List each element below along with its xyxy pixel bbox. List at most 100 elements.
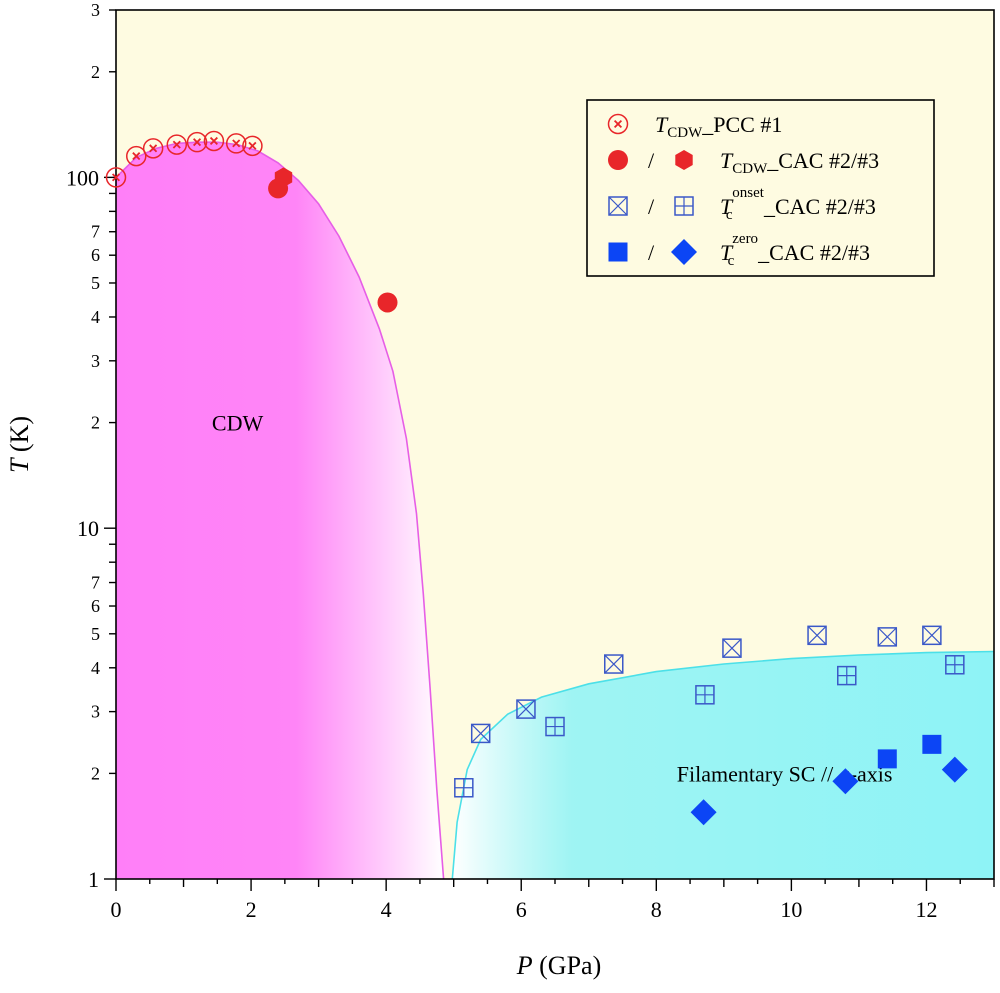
marker-ring — [203, 130, 225, 152]
x-tick-label: 0 — [111, 897, 122, 922]
data-point — [126, 145, 147, 167]
legend-entry: / TCDW_CAC #2/#3 — [608, 148, 879, 177]
marker-box — [877, 627, 898, 647]
legend-suffix: _CAC #2/#3 — [763, 194, 876, 219]
marker-cross — [193, 138, 202, 147]
marker-ring — [607, 113, 629, 135]
y-minor-tick-label: 6 — [91, 596, 100, 616]
y-minor-tick-label: 4 — [91, 307, 100, 327]
legend-label: TCDW_PCC #1 — [655, 112, 782, 141]
legend-marker — [607, 113, 629, 135]
marker-ring — [105, 167, 127, 188]
legend-marker — [675, 150, 693, 170]
marker-cross — [471, 723, 491, 743]
marker-cross — [132, 152, 141, 161]
legend-var: T — [655, 112, 669, 137]
data-point — [377, 292, 398, 313]
y-axis-title: T (K) — [5, 416, 34, 473]
marker-plus — [945, 655, 964, 674]
data-point — [807, 625, 827, 646]
x-tick-label: 6 — [516, 897, 527, 922]
x-tick-label: 8 — [651, 897, 662, 922]
marker-cross — [877, 627, 897, 647]
marker-box — [922, 625, 942, 646]
legend-marker — [608, 196, 628, 216]
cdw-region — [116, 142, 444, 879]
cdw-region-label: CDW — [212, 411, 264, 436]
y-minor-tick-label: 4 — [91, 658, 100, 678]
legend-subscript: c — [726, 207, 733, 223]
data-point — [225, 133, 247, 154]
marker-box — [470, 723, 491, 744]
y-minor-tick-label: 2 — [91, 413, 100, 433]
data-point — [545, 716, 565, 737]
marker-box — [608, 196, 628, 216]
y-minor-tick-label: 5 — [91, 624, 100, 644]
cdw-boundary-line — [116, 141, 445, 879]
data-point — [922, 734, 942, 754]
data-point — [690, 799, 717, 826]
legend-superscript: zero — [732, 231, 758, 247]
legend-marker — [671, 239, 697, 265]
marker-ring — [242, 135, 263, 157]
y-minor-tick-label: 7 — [91, 222, 100, 242]
marker-diamond — [832, 768, 859, 795]
marker-ring — [166, 134, 188, 155]
x-tick-label: 10 — [780, 897, 802, 922]
y-minor-tick-label: 7 — [91, 573, 100, 593]
x-axis-var: P — [516, 951, 533, 980]
data-point — [454, 778, 474, 798]
data-point — [166, 134, 188, 155]
y-axis-unit: (K) — [5, 416, 34, 459]
marker-cross — [722, 638, 742, 658]
data-point — [142, 138, 164, 159]
marker-plus — [695, 685, 714, 704]
data-points-layer — [105, 130, 968, 826]
data-point — [105, 167, 127, 188]
data-point — [470, 723, 491, 744]
legend-label: Tonset c _CAC #2/#3 — [720, 185, 876, 223]
legend-superscript: onset — [732, 185, 764, 201]
legend-marker — [608, 150, 628, 170]
legend-entry: TCDW_PCC #1 — [607, 112, 782, 141]
marker-plus — [546, 717, 564, 736]
legend-var: T — [720, 194, 734, 219]
x-tick-label: 12 — [915, 897, 937, 922]
marker-cross — [232, 139, 241, 148]
data-point — [203, 130, 225, 152]
data-point — [837, 665, 857, 686]
marker-ring — [142, 138, 164, 159]
data-point — [922, 625, 942, 646]
data-point — [877, 749, 897, 769]
marker-cross — [149, 144, 158, 153]
y-minor-tick-label: 2 — [91, 763, 100, 783]
data-point — [242, 135, 263, 157]
marker-cross — [604, 654, 624, 674]
sc-boundary-line — [451, 650, 994, 879]
data-point — [945, 655, 965, 675]
marker-hexagon — [274, 167, 293, 188]
y-tick-label: 100 — [66, 165, 99, 190]
marker-plus — [837, 666, 856, 685]
y-tick-label: 10 — [77, 516, 99, 541]
marker-box — [604, 654, 624, 674]
y-tick-label: 1 — [88, 867, 99, 892]
legend-suffix: _CAC #2/#3 — [766, 148, 879, 173]
marker-ring — [186, 131, 208, 153]
x-tick-label: 4 — [381, 897, 392, 922]
data-point — [604, 654, 624, 674]
legend-subscript: c — [728, 253, 735, 269]
marker-cross — [209, 136, 218, 146]
marker-cross — [922, 625, 942, 645]
data-point — [274, 167, 293, 188]
marker-box — [722, 638, 742, 658]
marker-diamond — [941, 756, 968, 783]
y-minor-tick-label: 2 — [91, 62, 100, 82]
data-point — [516, 699, 536, 719]
data-point — [722, 638, 742, 658]
marker-ring — [225, 133, 247, 154]
legend-entry: / Tzero c _CAC #2/#3 — [608, 231, 870, 269]
y-minor-tick-label: 3 — [91, 351, 100, 371]
marker-plus — [454, 778, 473, 797]
